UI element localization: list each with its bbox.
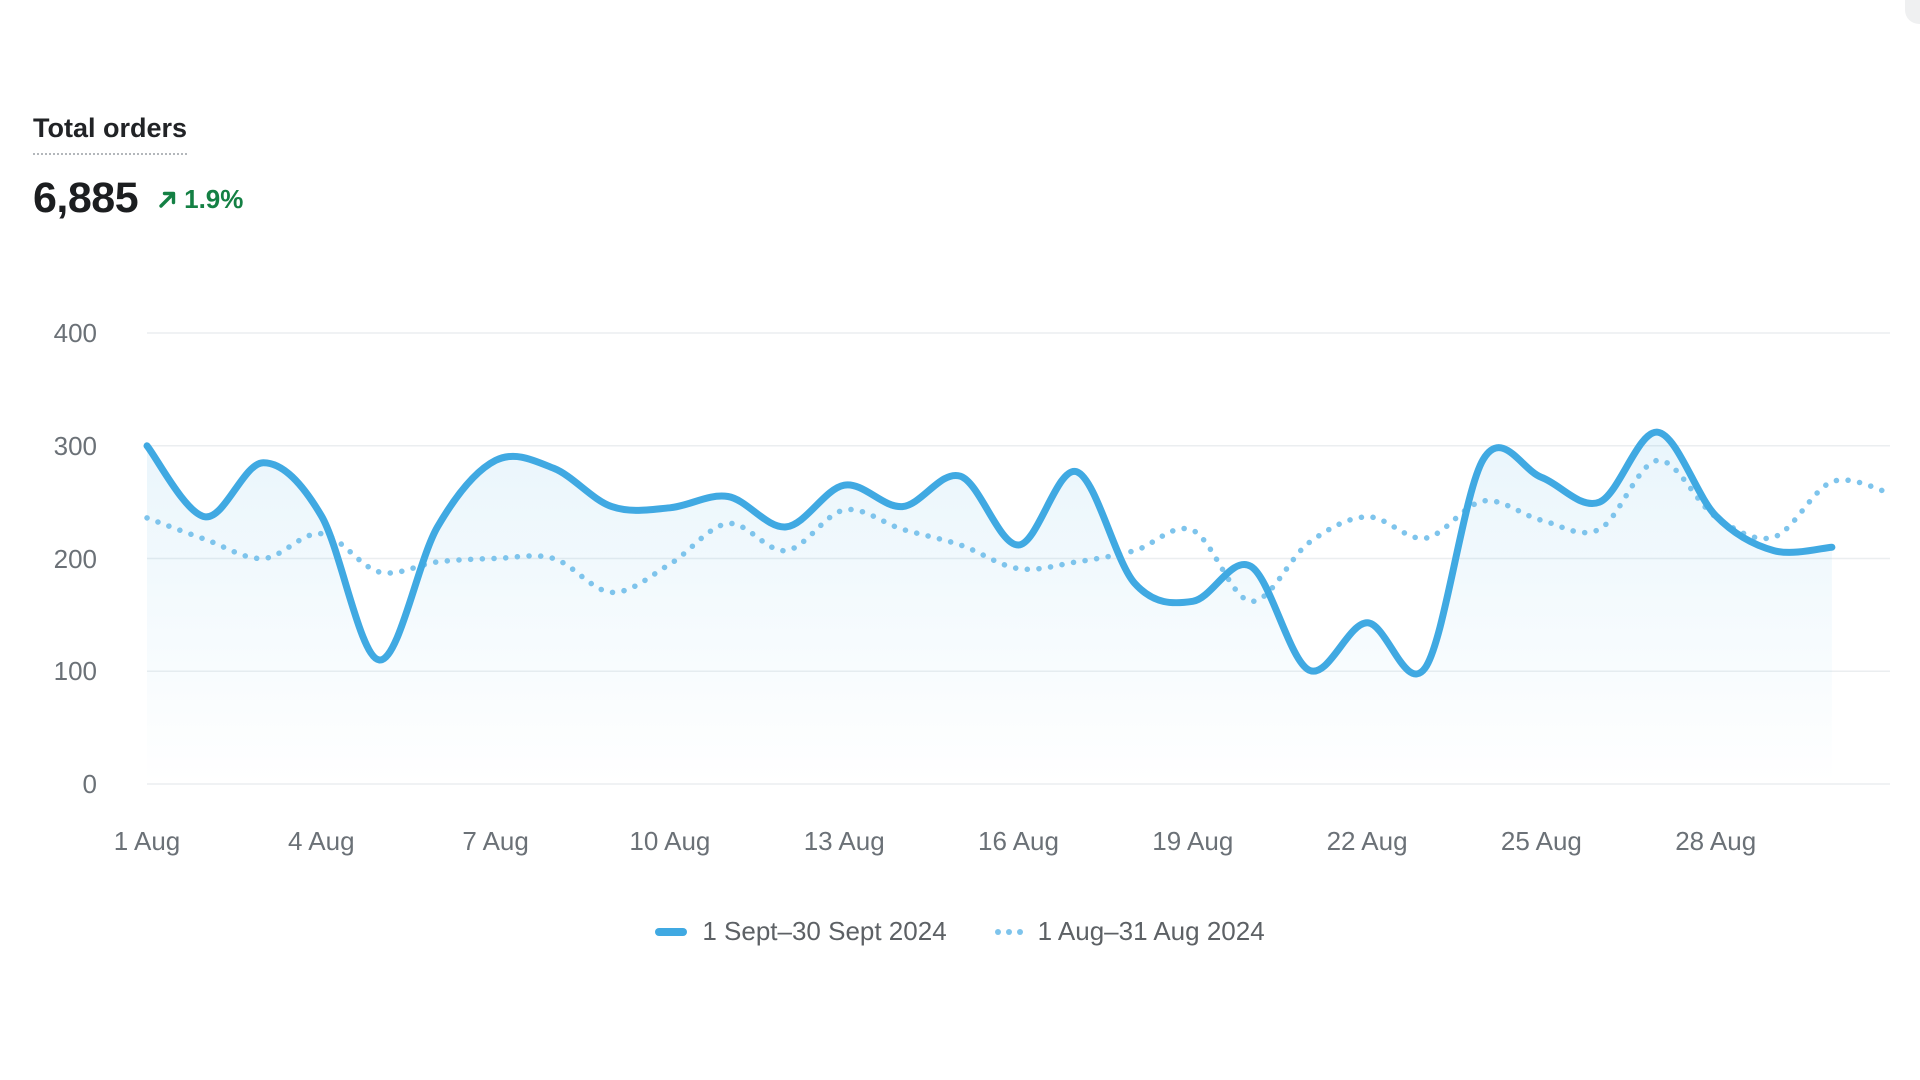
metric-value: 6,885 (33, 174, 139, 223)
solid-line-swatch (655, 927, 688, 936)
chart-legend: 1 Sept–30 Sept 2024 1 Aug–31 Aug 2024 (0, 916, 1920, 947)
x-axis-tick-label: 7 Aug (462, 826, 529, 856)
legend-item-current-period[interactable]: 1 Sept–30 Sept 2024 (655, 916, 947, 947)
legend-label: 1 Aug–31 Aug 2024 (1037, 916, 1265, 946)
x-axis-tick-label: 10 Aug (629, 826, 711, 856)
y-axis-tick-label: 0 (82, 769, 97, 799)
metric-title[interactable]: Total orders (33, 112, 188, 156)
adjacent-card-corner (1905, 0, 1920, 24)
metric-delta: 1.9% (156, 186, 243, 212)
x-axis-tick-label: 16 Aug (978, 826, 1059, 856)
y-axis-tick-label: 200 (53, 543, 97, 574)
x-axis-tick-label: 28 Aug (1675, 826, 1757, 856)
y-axis-tick-label: 300 (53, 430, 97, 461)
y-axis-tick-label: 100 (53, 656, 97, 687)
metric-header: Total orders 6,885 1.9% (33, 112, 243, 220)
metric-value-row: 6,885 1.9% (33, 177, 243, 220)
x-axis-tick-label: 25 Aug (1500, 826, 1582, 856)
dotted-line-swatch (994, 928, 1023, 935)
y-axis-tick-label: 400 (53, 318, 97, 348)
arrow-up-right-icon (159, 191, 176, 208)
previous-period-line (144, 457, 1893, 605)
x-axis-tick-label: 4 Aug (288, 826, 355, 856)
x-axis-tick-label: 13 Aug (803, 826, 885, 856)
legend-label: 1 Sept–30 Sept 2024 (702, 916, 947, 946)
x-axis-tick-label: 22 Aug (1326, 826, 1408, 856)
metric-delta-value: 1.9% (184, 183, 244, 214)
legend-item-previous-period[interactable]: 1 Aug–31 Aug 2024 (994, 916, 1265, 947)
current-period-area (147, 432, 1832, 784)
x-axis-tick-label: 1 Aug (113, 826, 181, 856)
x-axis-tick-label: 19 Aug (1152, 826, 1234, 856)
current-period-line (143, 428, 1836, 678)
